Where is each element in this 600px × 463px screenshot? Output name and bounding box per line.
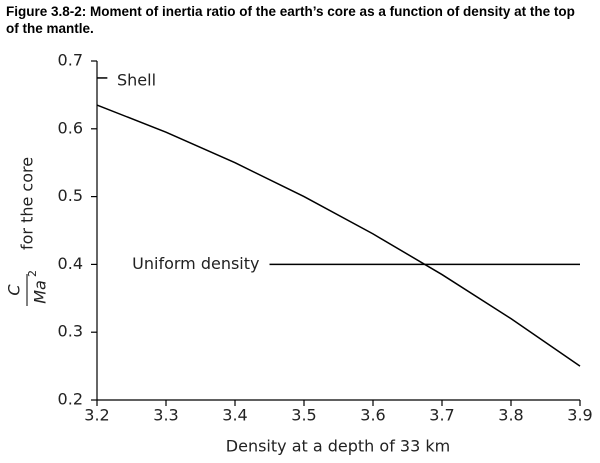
x-tick-label: 3.4 [222,406,247,425]
y-label-numerator: C [5,284,24,296]
x-tick-label: 3.3 [153,406,178,425]
y-tick-label: 0.4 [58,254,83,273]
y-tick-label: 0.6 [58,118,83,137]
y-tick-label: 0.2 [58,390,83,409]
chart-title: Figure 3.8-2: Moment of inertia ratio of… [6,4,575,36]
line-series [96,104,581,367]
x-tick-label: 3.8 [498,406,523,425]
x-tick-label: 3.9 [567,406,592,425]
series-label: Shell [117,70,156,89]
x-tick-label: 3.6 [360,406,385,425]
y-label-denominator: Ma [31,280,50,304]
x-tick-label: 3.2 [84,406,109,425]
y-tick-label: 0.5 [58,186,83,205]
x-tick-label: 3.5 [291,406,316,425]
y-tick-label: 0.7 [58,51,83,70]
y-label-text: for the core [18,157,37,250]
y-tick-label: 0.3 [58,322,83,341]
series-label: Uniform density [132,254,259,273]
x-axis-label: Density at a depth of 33 km [226,437,450,456]
x-tick-label: 3.7 [429,406,454,425]
y-axis-label: C Ma 2 for the core [5,157,50,306]
y-label-superscript: 2 [26,270,39,277]
